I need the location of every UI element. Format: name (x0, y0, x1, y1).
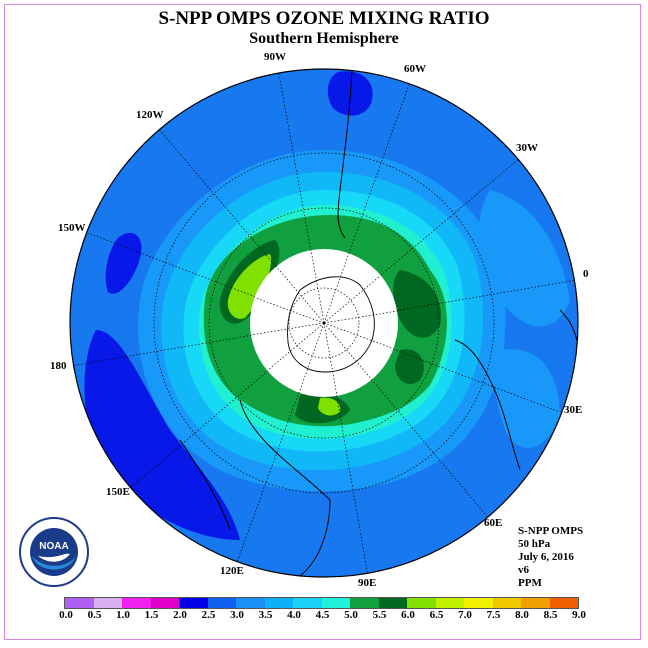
figure-frame (4, 4, 641, 640)
colorbar-tick-label: 2.5 (201, 609, 216, 621)
info-date: July 6, 2016 (518, 551, 574, 563)
colorbar-swatch (549, 598, 578, 608)
colorbar-tick-label: 0.5 (87, 609, 102, 621)
colorbar-tick-label: 4.5 (315, 609, 330, 621)
colorbar-swatch (521, 598, 550, 608)
colorbar-tick-label: 7.0 (458, 609, 472, 621)
lon-label-150w: 150W (58, 222, 86, 234)
colorbar-tick-label: 1.0 (116, 609, 130, 621)
noaa-logo-icon: NOAA (19, 517, 89, 587)
map-title: S-NPP OMPS OZONE MIXING RATIO (158, 8, 490, 29)
colorbar-tick-label: 8.5 (543, 609, 558, 621)
colorbar-swatch (321, 598, 350, 608)
lon-label-90w: 90W (264, 51, 286, 63)
colorbar-swatch (150, 598, 179, 608)
colorbar-tick-label: 5.0 (344, 609, 358, 621)
lon-label-60w: 60W (404, 63, 426, 75)
colorbar-swatch (93, 598, 122, 608)
colorbar-swatch (264, 598, 293, 608)
product-info: S-NPP OMPS 50 hPa July 6, 2016 v6 PPM (518, 525, 583, 590)
info-version: v6 (518, 564, 529, 576)
colorbar-swatch (65, 598, 94, 608)
colorbar-tick-label: 2.0 (173, 609, 187, 621)
lon-label-120w: 120W (136, 109, 164, 121)
colorbar-swatch (407, 598, 436, 608)
info-units: PPM (518, 577, 542, 589)
colorbar-swatch (179, 598, 208, 608)
lon-label-30e: 30E (564, 404, 583, 416)
lon-label-150e: 150E (106, 486, 130, 498)
lon-label-0: 0 (583, 268, 589, 280)
colorbar-swatch (293, 598, 322, 608)
colorbar-tick-label: 7.5 (486, 609, 501, 621)
map-subtitle: Southern Hemisphere (249, 30, 399, 47)
colorbar-ticks: 0.0 0.5 1.0 1.5 2.0 2.5 3.0 3.5 4.0 4.5 5.0 5.5 6.0 6… (50, 609, 610, 623)
colorbar-swatch (435, 598, 464, 608)
colorbar-swatch (350, 598, 379, 608)
colorbar-tick-label: 5.5 (372, 609, 387, 621)
info-pressure: 50 hPa (518, 538, 551, 550)
colorbar-swatch (236, 598, 265, 608)
colorbar (64, 597, 579, 609)
lon-label-30w: 30W (516, 142, 538, 154)
noaa-logo-text: NOAA (39, 541, 68, 552)
colorbar-tick-label: 8.0 (515, 609, 529, 621)
colorbar-tick-label: 3.5 (258, 609, 273, 621)
colorbar-swatch (207, 598, 236, 608)
lon-label-90e: 90E (358, 577, 377, 589)
info-instrument: S-NPP OMPS (518, 525, 584, 537)
colorbar-swatch (378, 598, 407, 608)
colorbar-tick-label: 1.5 (144, 609, 159, 621)
lon-label-180: 180 (50, 360, 67, 372)
lon-label-60e: 60E (484, 517, 503, 529)
colorbar-swatch (122, 598, 151, 608)
colorbar-tick-label: 4.0 (287, 609, 301, 621)
colorbar-swatch (464, 598, 493, 608)
colorbar-tick-label: 6.0 (401, 609, 415, 621)
lon-label-120e: 120E (220, 565, 244, 577)
colorbar-tick-label: 9.0 (572, 609, 586, 621)
colorbar-tick-label: 6.5 (429, 609, 444, 621)
colorbar-tick-label: 0.0 (59, 609, 73, 621)
colorbar-tick-label: 3.0 (230, 609, 244, 621)
colorbar-swatch (492, 598, 521, 608)
